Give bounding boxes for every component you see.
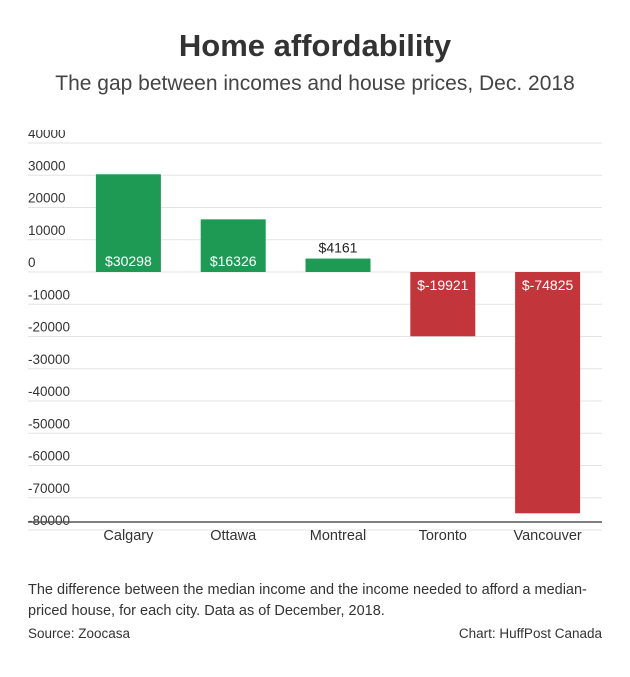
y-tick-label: -70000	[28, 481, 70, 496]
y-tick-label: -30000	[28, 352, 70, 367]
y-tick-label: 0	[28, 255, 36, 270]
y-tick-label: -50000	[28, 416, 70, 431]
y-tick-label: 30000	[28, 158, 66, 173]
bar-chart: 40000 30000 20000 10000 0 -10000 -20000 -30000 -…	[28, 130, 602, 544]
y-tick-label: 20000	[28, 191, 66, 206]
chart-footnote: The difference between the median income…	[28, 582, 587, 619]
bar-ottawa	[200, 219, 266, 272]
y-tick-label: 10000	[28, 223, 66, 238]
bar-calgary	[95, 174, 161, 272]
bar-vancouver	[515, 272, 581, 514]
data-label: $4161	[319, 240, 358, 256]
x-tick-label: Montreal	[310, 528, 366, 544]
data-label: $-74825	[522, 277, 574, 293]
data-label: $16326	[210, 253, 257, 269]
x-tick-label: Calgary	[103, 528, 154, 544]
x-tick-label: Ottawa	[210, 528, 257, 544]
data-label: $-19921	[417, 277, 469, 293]
source-note: Source: Zoocasa	[28, 626, 131, 641]
chart-credit: Chart: HuffPost Canada	[458, 626, 602, 641]
chart-subtitle: The gap between incomes and house prices…	[55, 72, 575, 95]
y-tick-label: -10000	[28, 287, 70, 302]
x-tick-label: Vancouver	[513, 528, 581, 544]
y-tick-label: -40000	[28, 384, 70, 399]
x-tick-label: Toronto	[419, 528, 467, 544]
y-tick-label: -80000	[28, 513, 70, 528]
y-tick-label: 40000	[28, 130, 66, 141]
chart-title: Home affordability	[178, 28, 452, 63]
bar-montreal	[305, 258, 371, 272]
y-tick-label: -20000	[28, 320, 70, 335]
data-label: $30298	[105, 253, 152, 269]
bar-toronto	[410, 272, 476, 337]
y-tick-label: -60000	[28, 449, 70, 464]
